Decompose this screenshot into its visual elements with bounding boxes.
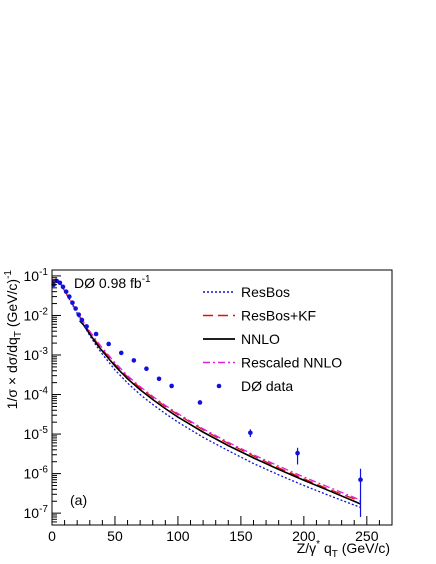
data-point xyxy=(131,358,137,363)
data-point xyxy=(63,289,69,294)
x-tick-label: 150 xyxy=(229,528,253,544)
data-point xyxy=(156,376,162,382)
y-tick-label: 10-1 xyxy=(24,267,49,284)
data-point xyxy=(169,383,174,389)
y-axis-label: 1/σ × dσ/dqT (GeV/c)-1 xyxy=(3,270,24,410)
y-tick-label: 10-4 xyxy=(24,386,49,403)
axes: 0 50 100 150 200 250 10-7 10-6 10-5 10-4 10-3 10-2 1… xyxy=(24,267,393,544)
series-resbos xyxy=(51,277,361,508)
y-tick-label: 10-3 xyxy=(24,346,49,363)
y-tick-label: 10-5 xyxy=(24,425,49,442)
x-tick-label: 200 xyxy=(292,528,316,544)
data-point xyxy=(197,400,203,405)
data-point xyxy=(93,331,99,337)
data-point xyxy=(79,317,85,323)
data-point xyxy=(70,300,75,306)
data-point xyxy=(73,306,78,311)
data-point xyxy=(358,477,363,483)
x-tick-label: 100 xyxy=(166,528,190,544)
y-tick-label: 10-6 xyxy=(24,465,49,482)
legend: ResBos ResBos+KF NNLO Rescaled NNLO DØ data xyxy=(203,284,342,394)
legend-marker xyxy=(216,383,222,389)
panel-label: (a) xyxy=(70,492,87,508)
x-tick-label: 0 xyxy=(48,528,56,544)
y-tick-label: 10-7 xyxy=(24,504,49,521)
data-points xyxy=(51,278,363,517)
data-point xyxy=(76,312,82,317)
x-tick-label: 250 xyxy=(355,528,379,544)
y-tick-label: 10-2 xyxy=(24,306,49,323)
data-point xyxy=(248,430,253,436)
legend-label: Rescaled NNLO xyxy=(241,355,342,371)
data-point xyxy=(57,280,63,286)
data-point xyxy=(295,450,300,456)
legend-label: ResBos+KF xyxy=(241,308,316,324)
x-tick-label: 50 xyxy=(107,528,123,544)
annotation: DØ 0.98 fb-1 xyxy=(74,274,151,291)
legend-label: DØ data xyxy=(241,378,293,394)
x-axis-label: Z/γ* qT (GeV/c) xyxy=(297,539,390,560)
data-point xyxy=(118,350,124,356)
data-point xyxy=(144,366,149,372)
data-point xyxy=(106,341,111,347)
series-rescaled-nnlo xyxy=(79,317,361,501)
legend-label: ResBos xyxy=(241,284,290,300)
plot-frame xyxy=(51,269,393,526)
data-point xyxy=(84,324,89,329)
legend-label: NNLO xyxy=(241,331,280,347)
data-point xyxy=(67,294,72,299)
data-point xyxy=(60,284,66,290)
series-nnlo xyxy=(79,320,361,505)
